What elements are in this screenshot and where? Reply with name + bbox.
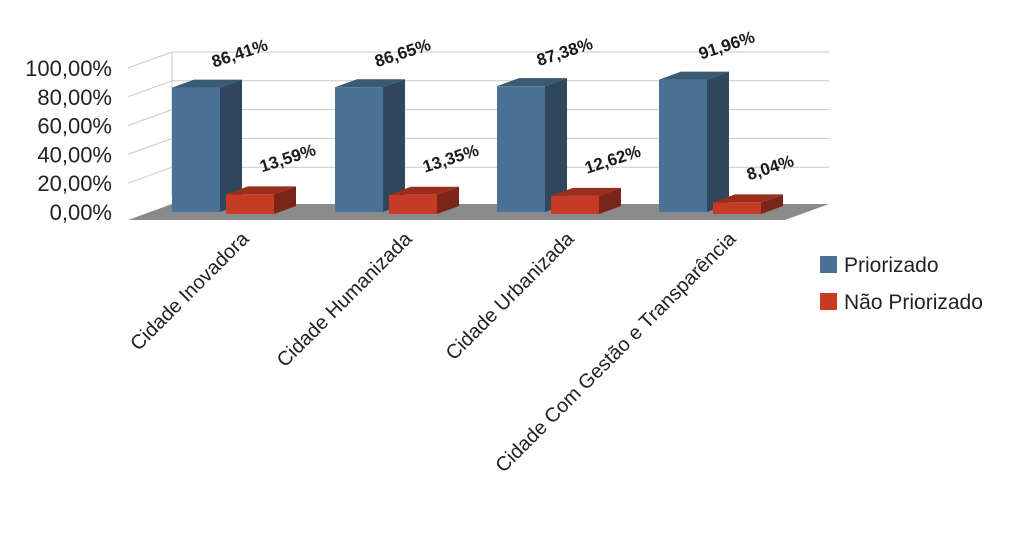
legend-swatch [820,256,837,273]
y-tick-label: 20,00% [37,171,112,196]
bar-priorizado [659,71,729,212]
bars-layer [172,71,783,214]
y-tick-label: 80,00% [37,85,112,110]
bar-priorizado-side [707,71,729,212]
bar-nao-priorizado-top [713,194,783,203]
legend-item: Não Priorizado [820,291,983,314]
data-label-priorizado: 86,65% [372,35,433,71]
bar-priorizado-top [172,79,242,88]
bar-nao-priorizado-front [389,194,437,214]
bar-priorizado [172,79,242,212]
data-label-priorizado: 91,96% [696,27,757,63]
bar-priorizado-front [172,87,220,212]
data-label-nao-priorizado: 13,35% [420,141,481,177]
bar-priorizado-top [659,71,729,80]
bar-nao-priorizado [389,186,459,214]
y-tick-label: 60,00% [37,114,112,139]
bar-nao-priorizado-side [599,187,621,214]
legend-swatch [820,293,837,310]
bar-nao-priorizado-side [437,186,459,214]
data-label-nao-priorizado: 8,04% [744,151,796,184]
bar-nao-priorizado-top [226,186,296,195]
bar-priorizado-side [220,79,242,212]
bar-priorizado [497,78,567,213]
x-category-label: Cidade Urbanizada [442,227,579,364]
bar-nao-priorizado-front [551,195,599,214]
y-tick-label: 40,00% [37,142,112,167]
bar-priorizado-front [659,79,707,212]
bar-priorizado-front [335,87,383,212]
data-label-priorizado: 87,38% [534,34,595,70]
bar-nao-priorizado [551,187,621,214]
bar-nao-priorizado-top [389,186,459,195]
floor-layer [128,204,829,220]
bar-nao-priorizado [713,194,783,214]
bar-priorizado-front [497,86,545,212]
data-label-nao-priorizado: 12,62% [582,142,643,178]
y-tick-label: 100,00% [25,56,112,81]
data-label-nao-priorizado: 13,59% [257,140,318,176]
bar-nao-priorizado-top [551,187,621,196]
legend-item: Priorizado [820,254,939,277]
bar-priorizado-top [335,79,405,88]
legend-label: Não Priorizado [844,291,983,314]
bar-priorizado-top [497,78,567,87]
x-category-label: Cidade Humanizada [273,227,417,371]
bar-priorizado-side [383,79,405,212]
bar-priorizado-side [545,78,567,213]
bar-nao-priorizado-side [761,194,783,214]
y-tick-label: 0,00% [50,200,112,225]
bar-nao-priorizado-front [226,194,274,214]
bar-nao-priorizado [226,186,296,214]
bar-priorizado [335,79,405,212]
x-category-label: Cidade Inovadora [126,227,254,355]
chart-floor [128,204,829,220]
bar-nao-priorizado-front [713,202,761,214]
legend-label: Priorizado [844,254,939,277]
legend-layer: Priorizado Não Priorizado [820,254,983,314]
data-label-priorizado: 86,41% [209,35,270,71]
bar-nao-priorizado-side [274,186,296,214]
